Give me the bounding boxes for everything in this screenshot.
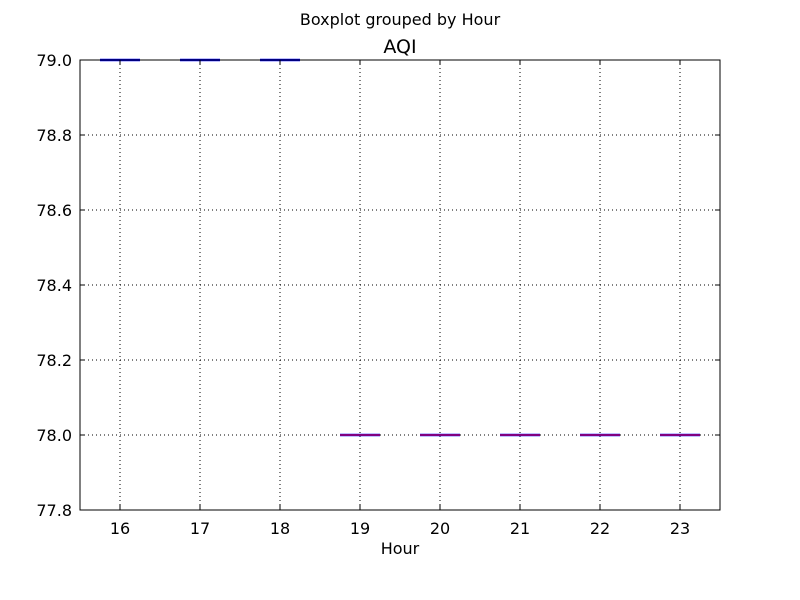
- chart-title: AQI: [383, 36, 417, 58]
- x-axis-label: Hour: [380, 539, 420, 558]
- tick-layer: 77.8 78.0 78.2 78.4 78.6 78.8 79.0 16 17 18 19 20 21…: [36, 51, 720, 538]
- y-tick-label: 78.0: [36, 426, 72, 445]
- x-tick-label: 23: [670, 519, 690, 538]
- x-tick-label: 21: [510, 519, 530, 538]
- y-tick-label: 78.6: [36, 201, 72, 220]
- y-tick-label: 77.8: [36, 501, 72, 520]
- grid-layer: [80, 59, 720, 511]
- x-tick-label: 18: [270, 519, 290, 538]
- x-tick-label: 16: [110, 519, 130, 538]
- y-tick-label: 78.2: [36, 351, 72, 370]
- x-tick-label: 22: [590, 519, 610, 538]
- box-layer: [100, 58, 700, 437]
- x-tick-label: 19: [350, 519, 370, 538]
- y-tick-label: 78.4: [36, 276, 72, 295]
- y-tick-label: 78.8: [36, 126, 72, 145]
- y-tick-label: 79.0: [36, 51, 72, 70]
- x-tick-label: 17: [190, 519, 210, 538]
- x-tick-label: 20: [430, 519, 450, 538]
- chart-suptitle: Boxplot grouped by Hour: [299, 10, 501, 29]
